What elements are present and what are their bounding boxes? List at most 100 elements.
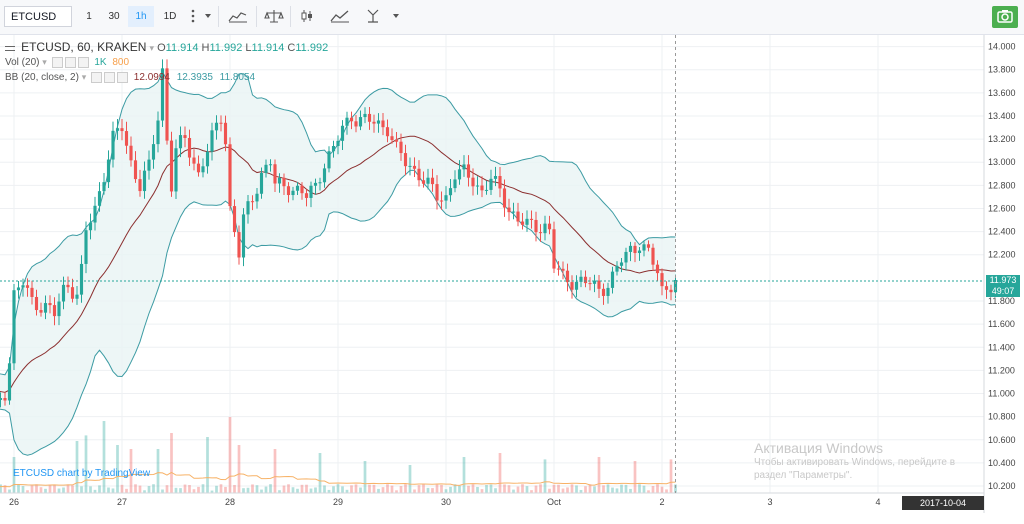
y-tick-label: 11.800 xyxy=(988,296,1015,306)
candle-body xyxy=(349,117,354,122)
volume-bar xyxy=(224,486,227,493)
candle-body xyxy=(561,268,565,271)
candle-body xyxy=(277,177,282,184)
symbol-search-input[interactable]: ETCUSD xyxy=(4,6,72,27)
candle-body xyxy=(61,284,66,302)
volume-ma-line xyxy=(0,471,676,488)
candle-body xyxy=(0,398,3,400)
volume-bar xyxy=(435,484,439,493)
y-tick-label: 13.200 xyxy=(988,134,1016,144)
volume-bar xyxy=(440,485,443,493)
bb-basis-line xyxy=(0,135,676,393)
bb-lower-line xyxy=(0,169,676,456)
candle-body xyxy=(192,157,196,164)
close-icon[interactable] xyxy=(77,57,89,68)
settings-icon[interactable] xyxy=(51,57,63,68)
chart-area[interactable]: 14.000 13.800 13.600 13.400 13.200 13.000 12.8… xyxy=(0,35,1024,522)
interval-1-button[interactable]: 1 xyxy=(86,11,92,22)
candle-body xyxy=(129,145,133,161)
candle-body xyxy=(642,244,646,251)
candle-body xyxy=(480,185,484,191)
chevron-down-icon[interactable]: ▾ xyxy=(42,57,47,68)
candle-body xyxy=(444,195,448,201)
chevron-down-icon[interactable]: ▾ xyxy=(149,43,155,53)
volume-bar xyxy=(345,489,349,493)
volume-bar xyxy=(363,461,367,493)
interval-1d-button[interactable]: 1D xyxy=(163,11,177,22)
close-icon[interactable] xyxy=(117,72,129,83)
indicators-icon[interactable] xyxy=(222,6,254,27)
volume-bar xyxy=(327,489,331,493)
volume-bar xyxy=(197,486,200,493)
fork-icon[interactable] xyxy=(360,6,386,27)
eye-icon[interactable] xyxy=(104,72,116,83)
volume-bar xyxy=(215,485,218,493)
eye-icon[interactable] xyxy=(64,57,76,68)
candle-body xyxy=(394,140,399,142)
volume-bar xyxy=(314,487,317,493)
camera-icon[interactable] xyxy=(992,6,1018,28)
line-style-icon[interactable] xyxy=(326,6,354,27)
volume-bar xyxy=(179,488,182,493)
volume-bar xyxy=(273,449,277,493)
candle-body xyxy=(196,163,201,173)
volume-bar xyxy=(570,484,574,493)
y-tick-label: 11.400 xyxy=(988,342,1015,352)
candle-body xyxy=(534,219,538,233)
candle-body xyxy=(322,168,327,183)
chevron-down-icon[interactable]: ▾ xyxy=(81,72,87,83)
candle-body xyxy=(637,250,642,254)
volume-bar xyxy=(566,487,569,493)
candle-body xyxy=(525,218,529,225)
tradingview-watermark[interactable]: ETCUSD chart by TradingView xyxy=(13,468,151,479)
candle-body xyxy=(250,201,255,203)
volume-bar xyxy=(593,486,596,493)
volume-bar xyxy=(521,484,524,493)
candle-body xyxy=(669,289,673,293)
collapse-icon[interactable] xyxy=(5,45,15,51)
volume-bar xyxy=(404,484,407,493)
compare-icon[interactable] xyxy=(260,6,288,27)
volume-bar xyxy=(561,488,565,493)
legend-open: 11.914 xyxy=(165,42,199,54)
toolbar-divider xyxy=(256,6,257,27)
candle-body xyxy=(615,265,619,272)
volume-bar xyxy=(381,487,385,493)
candle-body xyxy=(304,193,309,198)
candle-body xyxy=(367,113,372,122)
activation-title: Активация Windows xyxy=(754,440,884,456)
volume-bar xyxy=(206,437,209,493)
volume-bar xyxy=(255,485,259,493)
volume-bar xyxy=(53,484,56,493)
volume-bar xyxy=(188,485,191,493)
chevron-down-icon[interactable] xyxy=(200,6,216,27)
candle-body xyxy=(255,193,259,202)
candle-body xyxy=(97,191,102,206)
interval-1h-button[interactable]: 1h xyxy=(128,6,154,27)
candle-body xyxy=(511,211,516,213)
y-tick-label: 14.000 xyxy=(988,42,1016,52)
volume-bar xyxy=(354,484,358,493)
candle-body xyxy=(538,232,543,234)
candle-body xyxy=(223,122,228,145)
candle-body xyxy=(75,294,79,299)
volume-bar xyxy=(138,485,142,493)
candle-body xyxy=(309,185,313,198)
candle-body xyxy=(7,363,12,401)
candles-icon[interactable] xyxy=(294,6,320,27)
volume-bar xyxy=(93,489,97,493)
volume-bar xyxy=(84,435,88,493)
interval-30-button[interactable]: 30 xyxy=(108,11,120,22)
candle-body xyxy=(448,188,453,196)
candle-body xyxy=(88,222,93,231)
candle-body xyxy=(259,172,264,194)
candle-body xyxy=(430,177,435,185)
candle-body xyxy=(651,247,655,265)
volume-bar xyxy=(471,484,475,493)
price-chart[interactable]: 14.000 13.800 13.600 13.400 13.200 13.000 12.8… xyxy=(0,35,1024,513)
more-vertical-icon[interactable] xyxy=(186,6,200,27)
volume-bar xyxy=(111,488,115,493)
settings-icon[interactable] xyxy=(91,72,103,83)
volume-bar xyxy=(291,487,295,493)
chevron-down-icon[interactable] xyxy=(388,6,404,27)
